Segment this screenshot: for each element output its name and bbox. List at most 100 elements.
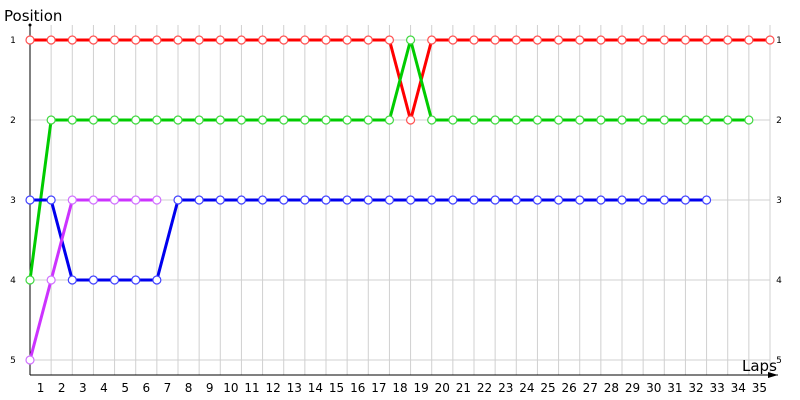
- data-point: [88, 275, 99, 285]
- x-tick-label: 7: [164, 381, 172, 395]
- data-point: [638, 115, 648, 125]
- data-point: [131, 35, 141, 45]
- x-tick-label: 35: [752, 381, 767, 395]
- data-point: [617, 195, 627, 205]
- x-tick-label: 6: [142, 381, 150, 395]
- data-point: [131, 115, 141, 125]
- data-point: [553, 195, 564, 205]
- data-point: [67, 275, 77, 285]
- data-point: [363, 195, 373, 205]
- data-point: [131, 275, 141, 285]
- x-tick-label: 30: [646, 381, 661, 395]
- data-point: [257, 115, 268, 125]
- series-3: [25, 195, 162, 365]
- data-point: [194, 35, 204, 45]
- data-point: [427, 35, 437, 45]
- data-point: [617, 115, 627, 125]
- data-point: [744, 35, 754, 45]
- data-point: [321, 115, 331, 125]
- data-point: [617, 35, 627, 45]
- data-point: [194, 115, 204, 125]
- data-point: [680, 195, 691, 205]
- data-point: [723, 35, 733, 45]
- data-point: [173, 115, 183, 125]
- data-point: [152, 35, 162, 45]
- series-1: [25, 35, 754, 285]
- data-point: [88, 35, 99, 45]
- data-point: [511, 115, 521, 125]
- data-point: [109, 115, 120, 125]
- tick-labels: 1 12 23 34 45 51 2 3 4 5 6 7 8 9 10 11 12 13 14 15 16 17 18 19 2…: [10, 36, 782, 395]
- data-point: [701, 115, 712, 125]
- data-point: [490, 195, 500, 205]
- y-tick-label-right: 1: [776, 36, 782, 46]
- series-group: [25, 35, 775, 365]
- x-tick-label: 32: [688, 381, 703, 395]
- data-point: [596, 195, 606, 205]
- data-point: [67, 195, 77, 205]
- y-axis-end-dot: [28, 23, 32, 27]
- data-point: [490, 35, 500, 45]
- y-tick-label-left: 4: [10, 276, 16, 286]
- data-point: [194, 195, 204, 205]
- data-point: [575, 115, 585, 125]
- data-point: [363, 115, 373, 125]
- x-tick-label: 4: [100, 381, 108, 395]
- x-tick-label: 5: [121, 381, 129, 395]
- x-tick-label: 24: [519, 381, 534, 395]
- x-tick-label: 25: [540, 381, 555, 395]
- data-point: [25, 275, 35, 285]
- x-tick-label: 10: [223, 381, 238, 395]
- data-point: [659, 115, 669, 125]
- data-point: [279, 195, 289, 205]
- data-point: [553, 115, 564, 125]
- x-tick-label: 3: [79, 381, 87, 395]
- data-point: [659, 35, 669, 45]
- x-tick-label: 31: [667, 381, 682, 395]
- y-tick-label-right: 4: [776, 276, 782, 286]
- data-point: [405, 35, 416, 45]
- data-point: [279, 35, 289, 45]
- data-point: [575, 195, 585, 205]
- x-tick-label: 2: [58, 381, 66, 395]
- data-point: [25, 35, 35, 45]
- data-point: [109, 35, 120, 45]
- x-tick-label: 27: [583, 381, 598, 395]
- data-point: [88, 195, 99, 205]
- data-point: [152, 195, 162, 205]
- data-point: [596, 115, 606, 125]
- data-point: [215, 195, 225, 205]
- x-tick-label: 33: [710, 381, 725, 395]
- data-point: [173, 35, 183, 45]
- x-axis-arrow-icon: [768, 372, 778, 378]
- y-tick-label-left: 1: [10, 36, 16, 46]
- data-point: [109, 195, 120, 205]
- x-tick-label: 15: [329, 381, 344, 395]
- data-point: [469, 35, 479, 45]
- data-point: [46, 195, 56, 205]
- data-point: [25, 355, 35, 365]
- data-point: [131, 195, 141, 205]
- data-point: [257, 35, 268, 45]
- data-point: [363, 35, 373, 45]
- x-tick-label: 16: [350, 381, 365, 395]
- data-point: [638, 35, 648, 45]
- x-tick-label: 8: [185, 381, 193, 395]
- data-point: [405, 115, 416, 125]
- data-point: [532, 115, 543, 125]
- data-point: [152, 275, 162, 285]
- data-point: [215, 35, 225, 45]
- x-tick-label: 12: [266, 381, 281, 395]
- data-point: [46, 275, 56, 285]
- x-tick-label: 1: [37, 381, 45, 395]
- x-tick-label: 14: [308, 381, 323, 395]
- data-point: [67, 35, 77, 45]
- data-point: [765, 35, 775, 45]
- y-tick-label-left: 3: [10, 196, 16, 206]
- data-point: [511, 35, 521, 45]
- data-point: [109, 275, 120, 285]
- data-point: [300, 115, 310, 125]
- x-tick-label: 26: [562, 381, 577, 395]
- data-point: [25, 195, 35, 205]
